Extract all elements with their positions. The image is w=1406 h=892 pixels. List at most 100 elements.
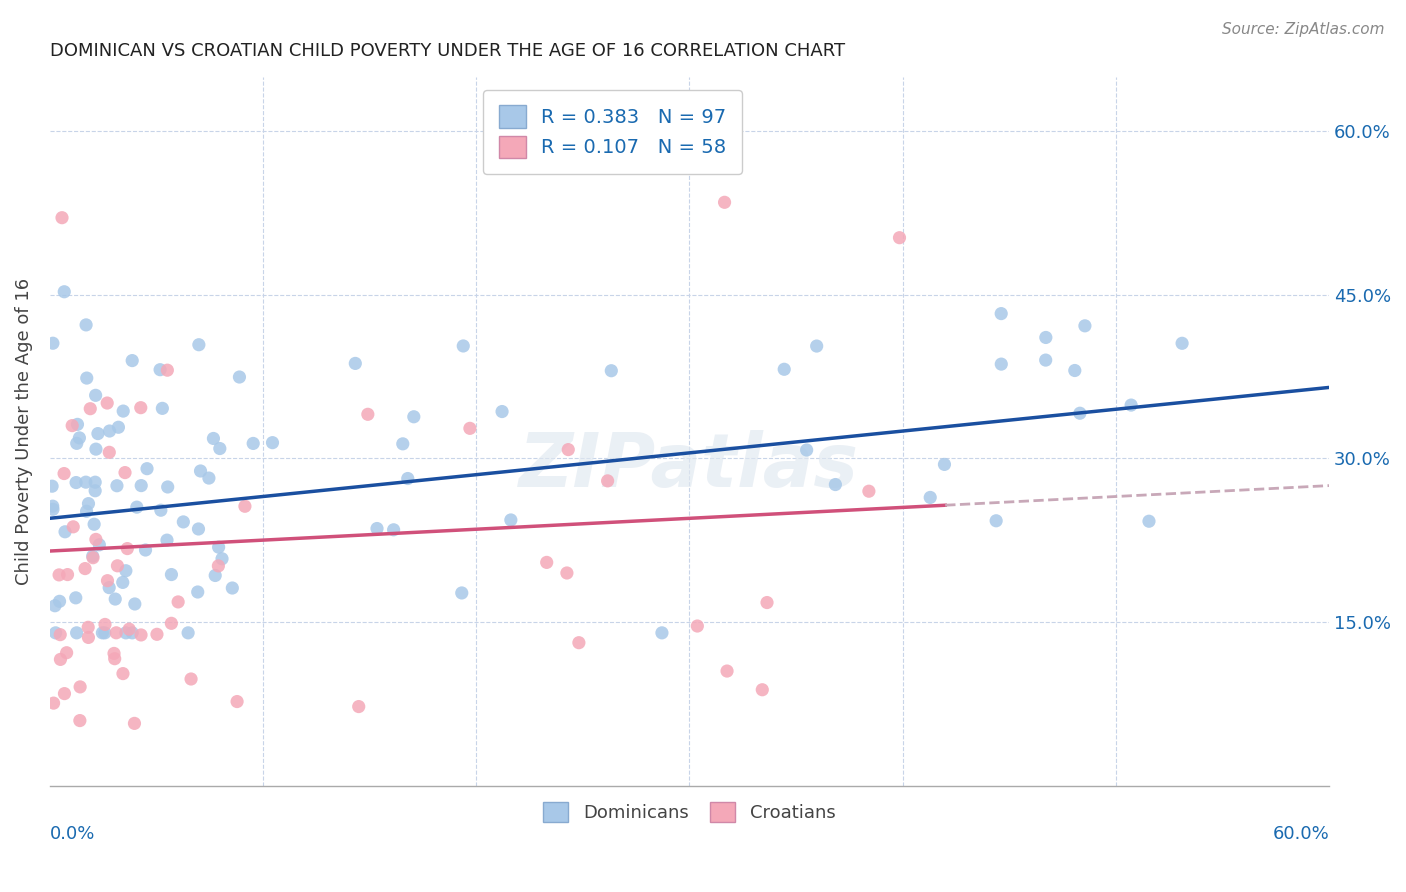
Point — [986, 514, 1008, 528]
Point — [686, 619, 709, 633]
Point — [990, 357, 1012, 371]
Point — [121, 625, 143, 640]
Point — [555, 566, 578, 580]
Point — [1035, 330, 1057, 344]
Point — [114, 466, 136, 480]
Point — [858, 484, 880, 499]
Point — [207, 558, 229, 573]
Point — [104, 651, 127, 665]
Point — [187, 337, 209, 351]
Point — [41, 479, 63, 493]
Point — [806, 339, 828, 353]
Point — [79, 401, 101, 416]
Point — [121, 353, 143, 368]
Point — [198, 471, 221, 485]
Text: DOMINICAN VS CROATIAN CHILD POVERTY UNDER THE AGE OF 16 CORRELATION CHART: DOMINICAN VS CROATIAN CHILD POVERTY UNDE… — [49, 42, 845, 60]
Point — [129, 401, 152, 415]
Point — [117, 541, 139, 556]
Point — [75, 318, 97, 332]
Point — [391, 437, 413, 451]
Point — [136, 461, 159, 475]
Point — [211, 551, 233, 566]
Point — [773, 362, 796, 376]
Point — [242, 436, 264, 450]
Text: Source: ZipAtlas.com: Source: ZipAtlas.com — [1222, 22, 1385, 37]
Point — [1137, 514, 1160, 528]
Point — [51, 211, 73, 225]
Point — [94, 625, 117, 640]
Point — [111, 666, 134, 681]
Point — [536, 555, 558, 569]
Point — [557, 442, 579, 457]
Point — [65, 475, 87, 490]
Point — [221, 581, 243, 595]
Point — [357, 407, 380, 421]
Point — [111, 575, 134, 590]
Point — [208, 442, 231, 456]
Point — [118, 622, 141, 636]
Point — [568, 636, 591, 650]
Point — [596, 474, 619, 488]
Point — [84, 483, 107, 498]
Point — [60, 418, 83, 433]
Point — [115, 625, 138, 640]
Point — [98, 445, 121, 459]
Point — [713, 195, 735, 210]
Point — [600, 364, 623, 378]
Point — [207, 540, 229, 554]
Point — [48, 594, 70, 608]
Point — [91, 625, 114, 640]
Legend: Dominicans, Croatians: Dominicans, Croatians — [536, 795, 842, 830]
Point — [204, 568, 226, 582]
Point — [226, 694, 249, 708]
Point — [347, 699, 370, 714]
Point — [103, 647, 125, 661]
Point — [366, 522, 388, 536]
Point — [124, 716, 146, 731]
Point — [84, 442, 107, 457]
Point — [77, 631, 100, 645]
Point — [53, 524, 76, 539]
Point — [187, 585, 209, 599]
Point — [115, 564, 138, 578]
Point — [53, 467, 76, 481]
Point — [42, 499, 65, 513]
Point — [167, 595, 190, 609]
Point — [1035, 353, 1057, 368]
Point — [105, 625, 128, 640]
Point — [83, 517, 105, 532]
Point — [112, 404, 135, 418]
Point — [934, 458, 956, 472]
Point — [156, 480, 179, 494]
Point — [107, 420, 129, 434]
Point — [491, 404, 513, 418]
Point — [82, 550, 104, 565]
Point — [77, 497, 100, 511]
Point — [150, 401, 173, 416]
Point — [1069, 406, 1091, 420]
Text: 0.0%: 0.0% — [49, 824, 96, 843]
Point — [458, 421, 481, 435]
Point — [89, 538, 111, 552]
Point — [98, 424, 121, 438]
Point — [55, 646, 77, 660]
Point — [651, 625, 673, 640]
Point — [42, 502, 65, 516]
Point — [450, 586, 472, 600]
Point — [156, 533, 179, 548]
Point — [98, 581, 121, 595]
Point — [96, 574, 118, 588]
Point — [1063, 363, 1085, 377]
Point — [94, 617, 117, 632]
Point — [177, 625, 200, 640]
Point — [66, 625, 89, 640]
Point — [49, 627, 72, 641]
Point — [1171, 336, 1194, 351]
Point — [920, 491, 942, 505]
Point — [538, 147, 561, 161]
Point — [125, 500, 148, 515]
Point — [75, 561, 97, 575]
Point — [156, 363, 179, 377]
Point — [160, 616, 183, 631]
Point — [96, 396, 118, 410]
